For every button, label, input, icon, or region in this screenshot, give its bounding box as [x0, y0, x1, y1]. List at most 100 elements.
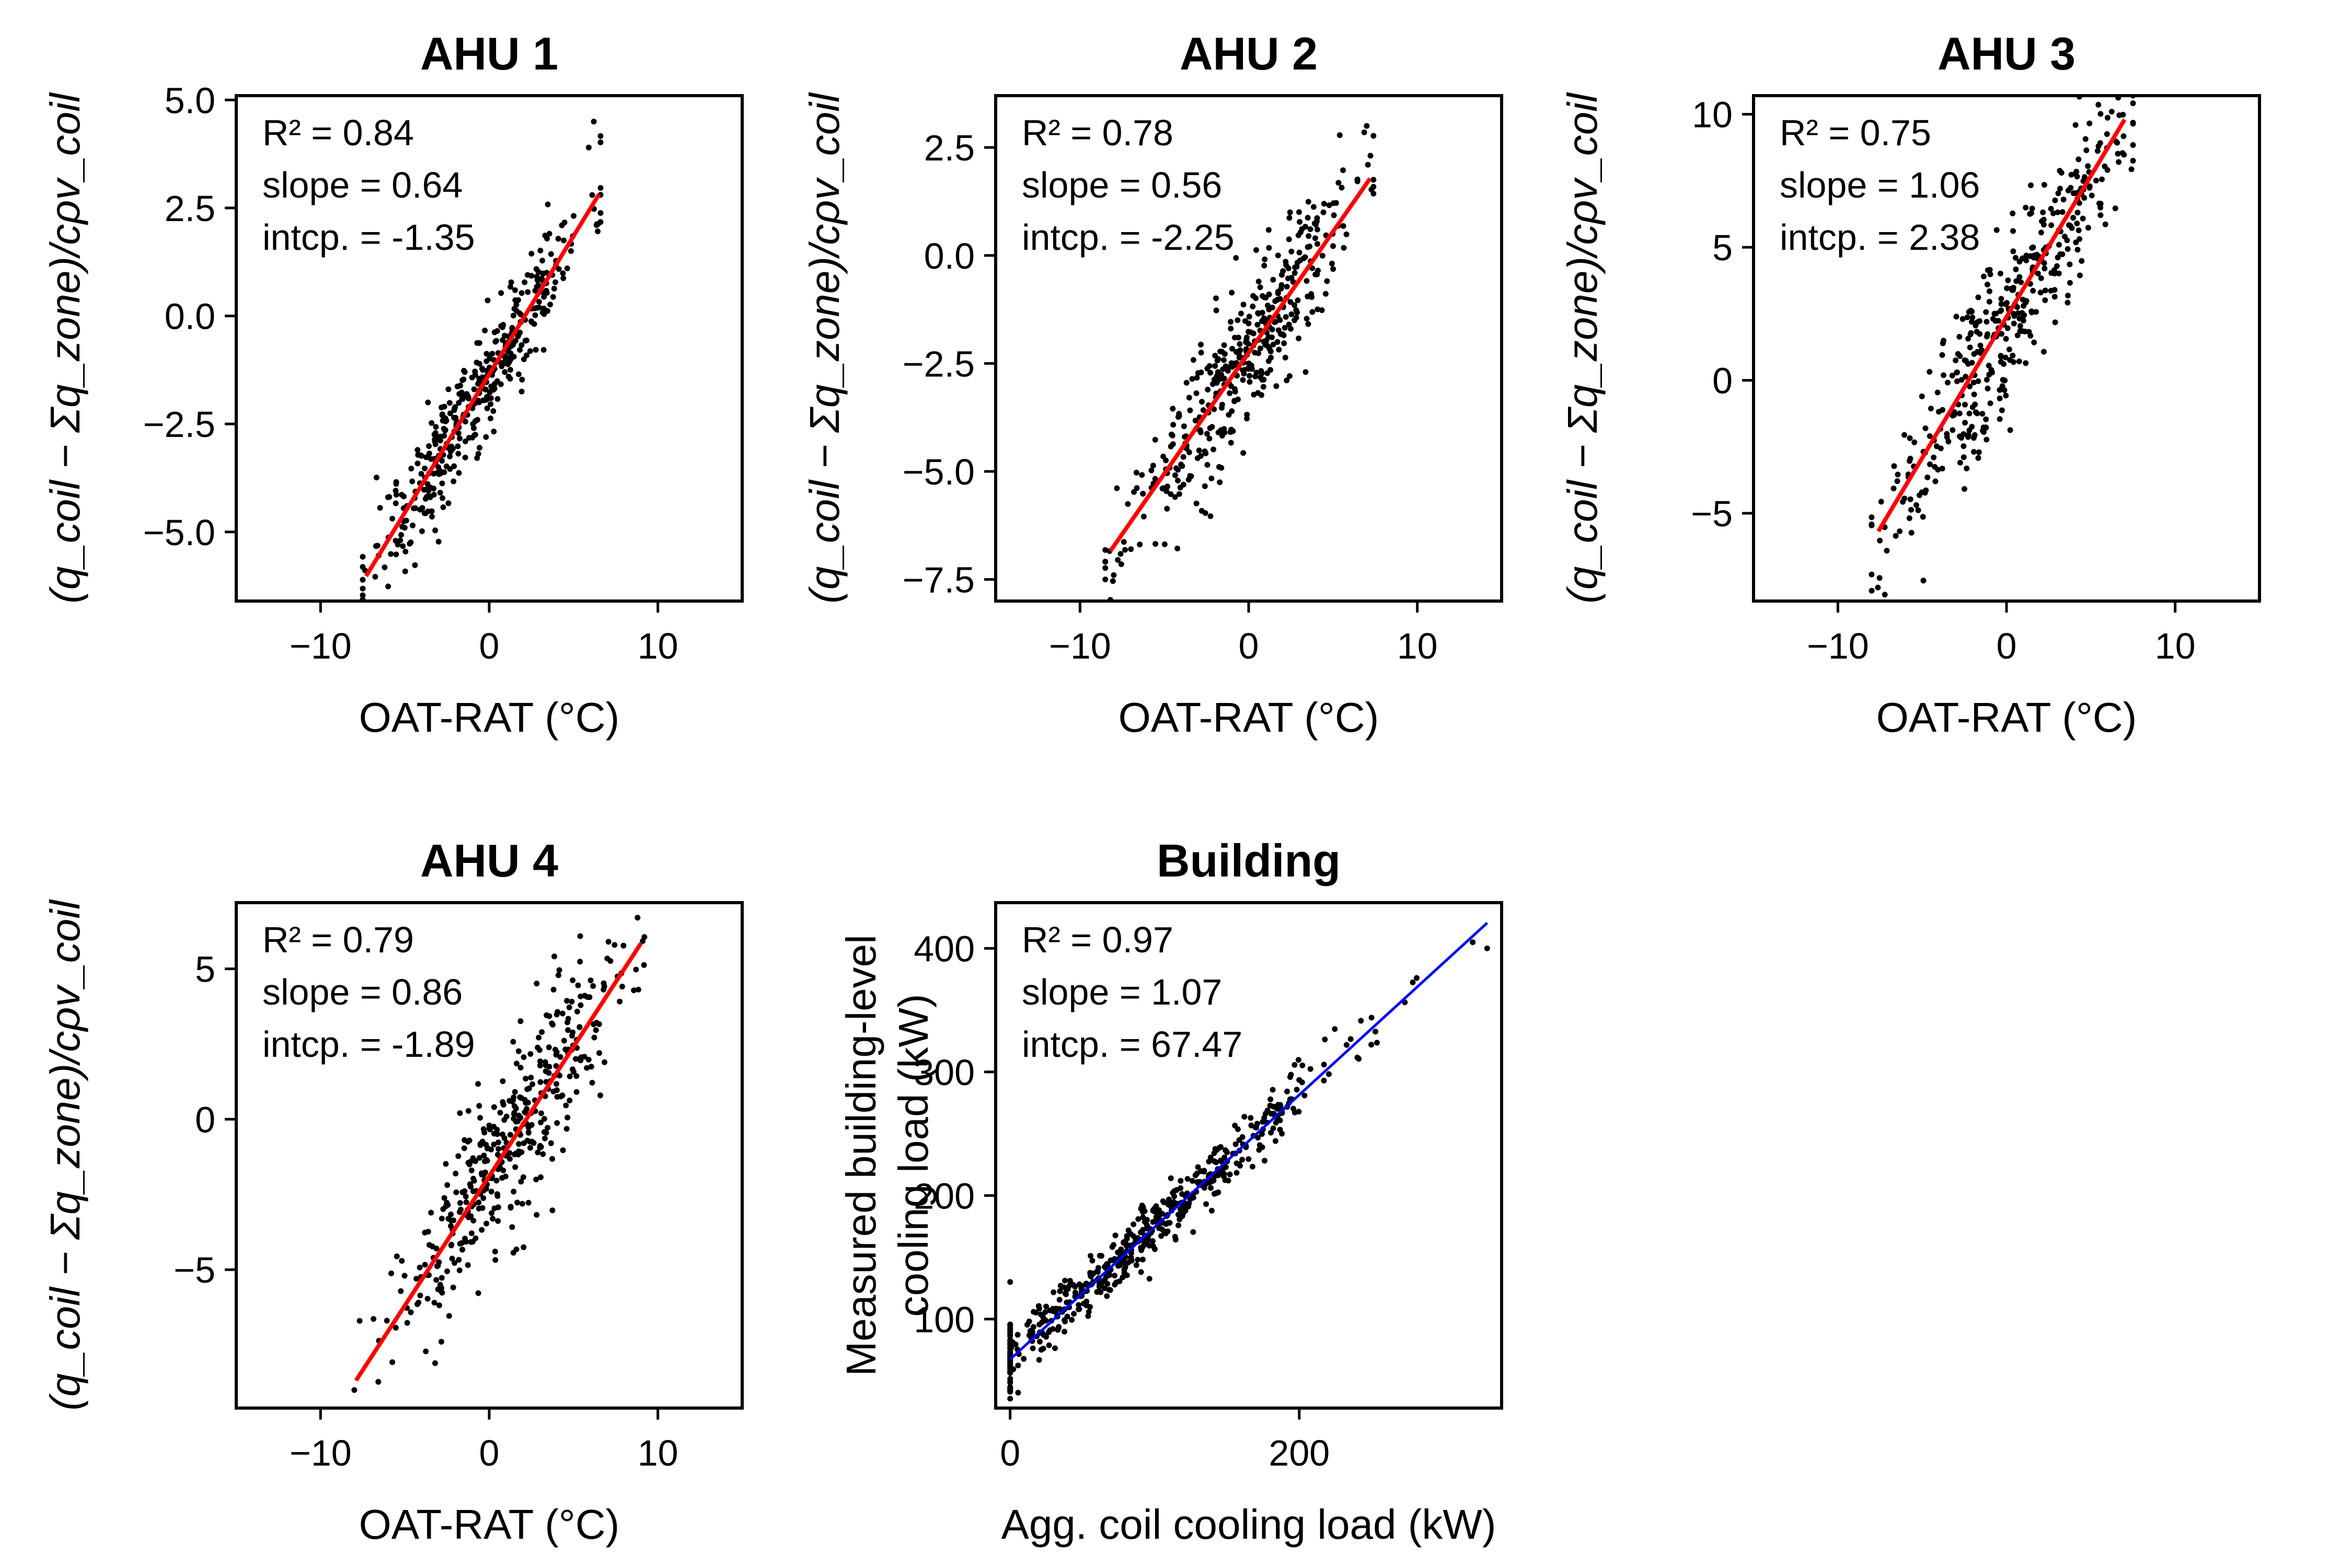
data-point [1961, 443, 1967, 449]
data-point [617, 998, 623, 1005]
x-tick-label: −10 [290, 626, 352, 666]
data-point [2130, 100, 2136, 107]
data-point [360, 627, 366, 632]
data-point [1277, 1104, 1284, 1110]
data-point [1102, 559, 1109, 565]
data-point [1257, 345, 1263, 352]
data-point [534, 981, 540, 987]
data-point [2014, 304, 2020, 310]
data-point [546, 230, 552, 237]
data-point [414, 460, 421, 467]
data-point [1286, 215, 1293, 221]
data-point [2004, 300, 2010, 306]
data-point [465, 1262, 471, 1268]
data-point [1180, 454, 1186, 460]
data-point [526, 1085, 532, 1091]
data-point [1945, 439, 1952, 445]
data-point [477, 1115, 483, 1121]
data-point [462, 454, 468, 460]
data-point [402, 568, 408, 574]
data-point [483, 1142, 489, 1148]
data-point [1333, 200, 1339, 206]
data-point [631, 987, 637, 994]
data-point [1185, 477, 1192, 483]
data-point [566, 1004, 572, 1010]
data-point [399, 524, 406, 530]
data-point [2002, 377, 2008, 384]
data-point [1163, 457, 1169, 464]
data-point [422, 1262, 428, 1268]
data-point [422, 495, 429, 502]
y-tick-label: 2.5 [165, 188, 215, 229]
data-point [471, 386, 477, 393]
data-point [516, 1141, 522, 1147]
data-point [528, 1122, 535, 1128]
data-point [451, 478, 457, 485]
data-point [1275, 252, 1281, 259]
data-point [1907, 496, 1913, 502]
data-point [1121, 1258, 1127, 1264]
data-point [1984, 333, 1990, 340]
data-point [1159, 486, 1166, 492]
data-point [438, 1339, 444, 1345]
data-point [2079, 258, 2085, 264]
data-point [1062, 1290, 1068, 1297]
data-point [1218, 465, 1225, 471]
data-point [537, 1063, 543, 1069]
data-point [1954, 370, 1960, 376]
data-point [511, 1189, 517, 1195]
data-point [1066, 1283, 1073, 1288]
data-point [1083, 1298, 1090, 1305]
data-point [2076, 227, 2082, 234]
y-tick-label: −5.0 [143, 512, 215, 553]
data-point [539, 1029, 545, 1035]
data-point [1305, 321, 1311, 327]
data-point [482, 386, 489, 393]
data-point [1229, 290, 1235, 296]
data-point [412, 505, 419, 511]
data-point [498, 323, 504, 329]
data-point [1213, 1159, 1219, 1166]
data-point [559, 222, 565, 228]
data-point [641, 962, 647, 968]
data-point [538, 1110, 544, 1116]
data-point [393, 1412, 398, 1418]
data-point [393, 551, 399, 558]
data-point [2128, 67, 2134, 73]
data-point [1967, 344, 1973, 351]
data-point [1882, 592, 1888, 598]
data-point [516, 310, 523, 316]
data-point [573, 1089, 580, 1095]
data-point [567, 1073, 573, 1079]
data-point [536, 1034, 542, 1041]
data-point [439, 458, 445, 464]
data-point [516, 1112, 522, 1119]
data-point [1272, 1138, 1278, 1144]
data-point [502, 369, 508, 375]
y-axis-label: Measured building-level [838, 935, 884, 1376]
data-point [433, 1246, 440, 1252]
data-point [1321, 1078, 1327, 1083]
data-point [1186, 449, 1192, 455]
fit-line [1109, 177, 1372, 552]
data-point [2056, 270, 2062, 276]
data-point [1246, 1156, 1252, 1162]
data-point [1194, 375, 1200, 381]
data-point [1284, 377, 1290, 384]
data-point [1046, 1342, 1052, 1348]
data-point [1984, 319, 1990, 325]
data-point [487, 389, 493, 396]
data-point [2074, 247, 2081, 253]
data-point [401, 1273, 408, 1279]
annotation-intercept: intcp. = -1.35 [262, 217, 475, 258]
data-point [525, 1129, 532, 1136]
data-point [476, 340, 482, 346]
data-point [1292, 1062, 1298, 1068]
data-point [1340, 223, 1346, 229]
data-point [2040, 209, 2046, 215]
y-axis-label: (q_coil − Σq_zone)/cρv_coil [1559, 92, 1606, 604]
y-tick-label: 0.0 [165, 296, 215, 337]
data-point [505, 360, 511, 366]
data-point [1030, 1345, 1036, 1352]
